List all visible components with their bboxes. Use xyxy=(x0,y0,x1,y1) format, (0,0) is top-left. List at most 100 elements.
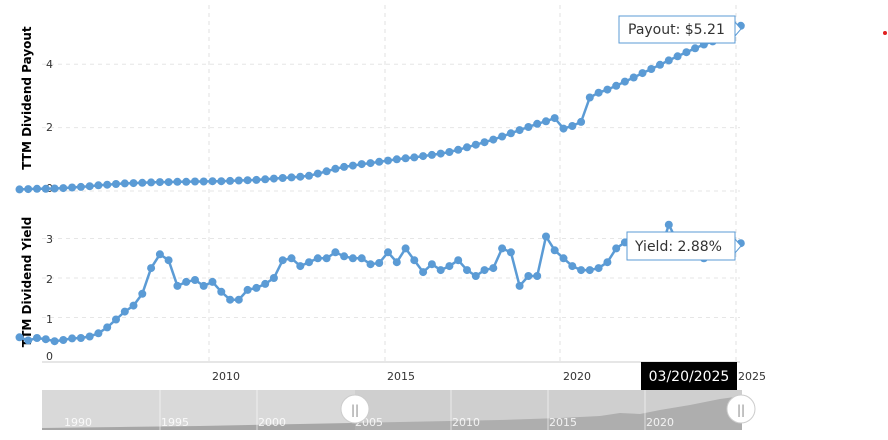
yield-y-axis-label: TTM Dividend Yield xyxy=(20,217,34,347)
navigator-right-handle-grip-icon: || xyxy=(737,403,745,417)
yield-point xyxy=(322,254,331,263)
yield-point xyxy=(138,289,147,298)
payout-point xyxy=(191,177,199,186)
navigator[interactable]: 1990 1995 2000 2005 2010 2015 2020 || || xyxy=(42,390,756,430)
navigator-left-handle[interactable]: || xyxy=(340,394,370,424)
payout-point xyxy=(41,184,50,193)
payout-point xyxy=(173,177,182,186)
yield-point xyxy=(296,262,305,271)
payout-point xyxy=(199,177,208,186)
yield-point xyxy=(612,244,621,253)
yield-point xyxy=(269,274,278,282)
yield-point xyxy=(33,334,41,342)
payout-point xyxy=(384,156,392,165)
yield-point xyxy=(348,254,357,263)
yield-point xyxy=(480,266,489,275)
payout-point xyxy=(559,124,568,133)
yield-point xyxy=(524,272,533,280)
payout-point xyxy=(480,138,489,147)
x-tick-2015: 2015 xyxy=(387,370,415,383)
yield-point xyxy=(24,336,33,345)
yield-point xyxy=(68,334,77,343)
nav-tick-1995: 1995 xyxy=(161,416,189,429)
payout-point xyxy=(269,174,278,183)
navigator-right-handle[interactable]: || xyxy=(726,394,756,424)
payout-point xyxy=(638,69,647,78)
yield-point xyxy=(498,244,507,253)
payout-point xyxy=(612,81,621,90)
yield-point xyxy=(243,285,252,294)
payout-point xyxy=(164,178,173,187)
payout-point xyxy=(419,152,428,161)
nav-tick-2010: 2010 xyxy=(452,416,480,429)
payout-point xyxy=(401,154,410,163)
payout-point xyxy=(33,184,41,193)
payout-point xyxy=(656,60,664,69)
yield-point xyxy=(182,277,191,286)
date-label-text: 03/20/2025 xyxy=(649,369,730,385)
payout-point xyxy=(603,85,612,94)
payout-point xyxy=(682,48,691,57)
payout-point xyxy=(15,185,24,194)
payout-point xyxy=(112,180,120,188)
nav-tick-2000: 2000 xyxy=(258,416,286,429)
payout-point xyxy=(234,176,243,185)
payout-y-axis-label: TTM Dividend Payout xyxy=(20,26,34,170)
yield-point xyxy=(217,287,226,296)
payout-point xyxy=(287,173,296,182)
payout-point xyxy=(243,176,252,185)
payout-point xyxy=(261,175,270,184)
yield-point xyxy=(50,337,59,346)
yield-point xyxy=(155,250,164,259)
x-axis: 2010 2015 2020 2025 xyxy=(42,361,766,383)
yield-point xyxy=(366,260,375,269)
yield-point xyxy=(454,256,463,265)
yield-point xyxy=(41,335,50,344)
payout-point xyxy=(454,145,463,154)
nav-tick-2020: 2020 xyxy=(646,416,674,429)
payout-point xyxy=(427,150,436,159)
payout-point xyxy=(471,140,480,149)
payout-point xyxy=(68,183,77,192)
navigator-area xyxy=(42,396,742,430)
payout-point xyxy=(76,182,85,191)
yield-point xyxy=(129,301,138,310)
yield-point xyxy=(331,248,340,257)
yield-point xyxy=(357,254,366,263)
yield-point xyxy=(375,259,384,267)
payout-point xyxy=(348,161,357,170)
yield-point xyxy=(287,254,296,263)
yield-point xyxy=(76,334,85,342)
yield-point xyxy=(208,277,217,286)
payout-point xyxy=(585,93,594,102)
yield-point xyxy=(384,248,392,257)
payout-point xyxy=(252,175,261,184)
yield-point xyxy=(603,258,612,267)
yield-point xyxy=(577,266,586,275)
payout-point xyxy=(296,172,305,181)
payout-point xyxy=(103,180,112,189)
yield-point xyxy=(515,281,524,290)
payout-tooltip-text: Payout: $5.21 xyxy=(628,22,725,38)
nav-tick-2015: 2015 xyxy=(549,416,577,429)
yield-point xyxy=(542,232,550,241)
date-label-box: 03/20/2025 xyxy=(641,362,737,390)
yield-point xyxy=(463,266,471,275)
payout-point xyxy=(147,178,156,187)
payout-point xyxy=(533,119,542,128)
yield-point xyxy=(436,266,445,275)
yield-point xyxy=(410,256,419,265)
yield-point xyxy=(392,258,401,267)
payout-point xyxy=(129,179,138,188)
yield-point xyxy=(191,276,199,284)
payout-point xyxy=(673,52,682,61)
yield-point xyxy=(199,281,208,290)
payout-point xyxy=(691,44,700,53)
payout-point xyxy=(50,184,59,193)
payout-point xyxy=(278,174,287,182)
yield-point xyxy=(585,266,594,275)
payout-point xyxy=(85,182,94,191)
payout-point xyxy=(366,159,375,168)
yield-point xyxy=(15,333,24,342)
yield-point xyxy=(164,256,173,265)
